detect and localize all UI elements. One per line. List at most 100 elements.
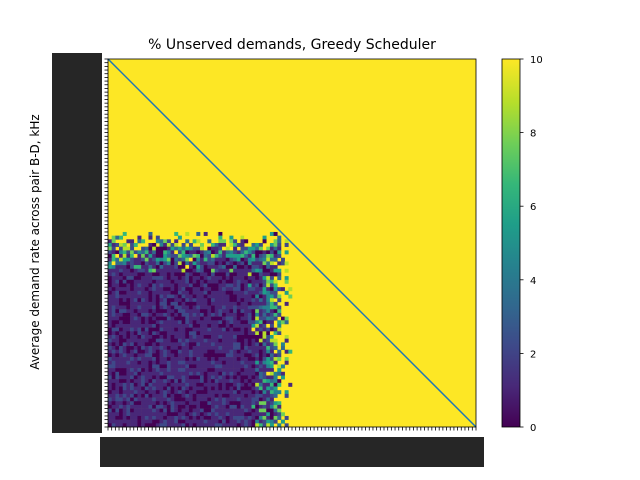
- heatmap-cell: [111, 243, 116, 247]
- heatmap-cell: [137, 379, 142, 384]
- heatmap-cell: [163, 419, 168, 424]
- heatmap-cell: [229, 243, 234, 247]
- heatmap-cell: [192, 294, 197, 299]
- heatmap-cell: [214, 338, 219, 343]
- heatmap-cell: [111, 357, 116, 362]
- heatmap-cell: [166, 268, 171, 273]
- heatmap-cell: [159, 250, 164, 255]
- heatmap-cell: [108, 404, 112, 409]
- heatmap-cell: [258, 379, 263, 384]
- heatmap-cell: [207, 312, 212, 317]
- heatmap-cell: [170, 408, 175, 413]
- heatmap-cell: [148, 386, 153, 391]
- heatmap-cell: [126, 390, 131, 395]
- heatmap-cell: [211, 401, 216, 406]
- heatmap-cell: [196, 305, 201, 310]
- heatmap-cell: [159, 415, 164, 420]
- heatmap-cell: [133, 360, 138, 365]
- heatmap-cell: [203, 290, 208, 295]
- heatmap-cell: [126, 298, 131, 303]
- heatmap-cell: [181, 243, 186, 247]
- heatmap-cell: [137, 349, 142, 354]
- heatmap-cell: [163, 301, 168, 306]
- heatmap-cell: [133, 243, 138, 247]
- heatmap-cell: [192, 364, 197, 369]
- heatmap-cell: [177, 419, 182, 424]
- heatmap-cell: [229, 279, 234, 284]
- heatmap-cell: [122, 257, 127, 262]
- heatmap-cell: [152, 393, 157, 398]
- heatmap-cell: [137, 323, 142, 328]
- heatmap-cell: [258, 276, 263, 281]
- heatmap-cell: [222, 349, 227, 354]
- heatmap-cell: [211, 265, 216, 270]
- heatmap-cell: [119, 283, 124, 288]
- heatmap-cell: [126, 272, 131, 277]
- heatmap-cell: [229, 338, 234, 343]
- heatmap-cell: [255, 272, 260, 277]
- heatmap-cell: [188, 401, 193, 406]
- heatmap-cell: [233, 415, 238, 420]
- heatmap-cell: [284, 239, 289, 244]
- heatmap-cell: [196, 419, 201, 424]
- heatmap-cell: [177, 393, 182, 398]
- heatmap-cell: [174, 261, 179, 266]
- heatmap-cell: [141, 397, 146, 402]
- heatmap-cell: [258, 349, 263, 354]
- heatmap-cell: [196, 268, 201, 273]
- heatmap-cell: [262, 298, 267, 303]
- heatmap-cell: [258, 254, 263, 259]
- heatmap-cell: [262, 316, 267, 321]
- heatmap-cell: [141, 327, 146, 332]
- heatmap-cell: [185, 338, 190, 343]
- heatmap-cell: [229, 408, 234, 413]
- heatmap-cell: [108, 371, 112, 376]
- heatmap-cell: [233, 379, 238, 384]
- heatmap-cell: [207, 393, 212, 398]
- heatmap-cell: [141, 298, 146, 303]
- heatmap-cell: [174, 415, 179, 420]
- heatmap-cell: [222, 265, 227, 270]
- heatmap-cell: [258, 294, 263, 299]
- heatmap-cell: [277, 246, 282, 251]
- heatmap-cell: [159, 419, 164, 424]
- heatmap-cell: [133, 294, 138, 299]
- heatmap-cell: [240, 243, 245, 247]
- heatmap-cell: [247, 415, 252, 420]
- heatmap-cell: [177, 250, 182, 255]
- heatmap-cell: [133, 357, 138, 362]
- heatmap-cell: [188, 423, 193, 428]
- heatmap-cell: [133, 390, 138, 395]
- heatmap-cell: [159, 353, 164, 358]
- heatmap-cell: [177, 368, 182, 373]
- heatmap-cell: [244, 250, 249, 255]
- heatmap-cell: [108, 408, 112, 413]
- heatmap-cell: [244, 404, 249, 409]
- heatmap-cell: [181, 272, 186, 277]
- heatmap-cell: [284, 335, 289, 339]
- heatmap-cell: [192, 408, 197, 413]
- heatmap-cell: [200, 390, 204, 395]
- heatmap-cell: [108, 261, 112, 266]
- heatmap-cell: [262, 368, 267, 373]
- heatmap-cell: [236, 397, 241, 402]
- heatmap-cell: [229, 346, 234, 351]
- heatmap-cell: [203, 287, 208, 292]
- heatmap-cell: [152, 243, 157, 247]
- heatmap-cell: [255, 250, 260, 255]
- heatmap-cell: [141, 309, 146, 314]
- heatmap-cell: [122, 382, 127, 387]
- heatmap-cell: [170, 250, 175, 255]
- heatmap-cell: [115, 301, 120, 306]
- heatmap-cell: [126, 382, 131, 387]
- heatmap-cell: [166, 327, 171, 332]
- heatmap-cell: [141, 254, 146, 259]
- heatmap-cell: [155, 364, 160, 369]
- heatmap-cell: [211, 393, 216, 398]
- heatmap-cell: [185, 353, 190, 358]
- heatmap-cell: [225, 423, 230, 428]
- heatmap-cell: [137, 397, 142, 402]
- heatmap-cell: [181, 283, 186, 288]
- heatmap-cell: [247, 331, 252, 336]
- heatmap-cell: [266, 290, 271, 295]
